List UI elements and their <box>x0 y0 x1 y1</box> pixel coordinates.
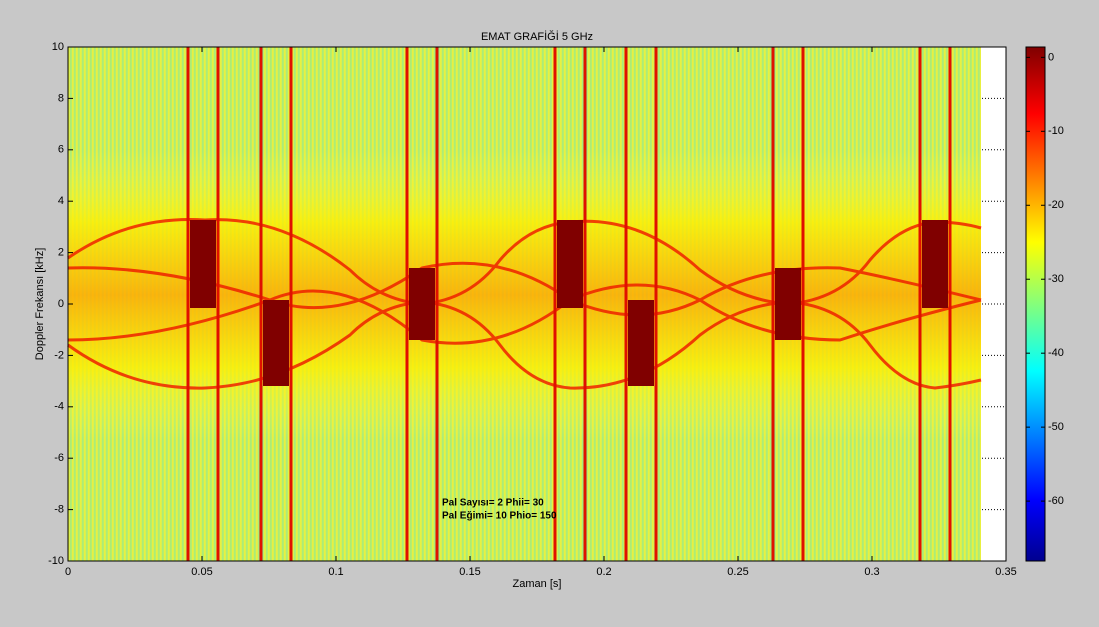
spectrogram-image <box>67 47 982 561</box>
x-tick-label: 0.1 <box>328 566 343 578</box>
y-tick-label: 4 <box>58 195 64 207</box>
colorbar-tick-label: -20 <box>1048 199 1064 211</box>
y-tick-label: 10 <box>52 41 64 53</box>
y-tick-label: -10 <box>48 555 64 567</box>
x-tick-label: 0.2 <box>596 566 611 578</box>
annotation: Pal Eğimi= 10 Phio= 150 <box>442 511 557 522</box>
y-tick-label: -6 <box>54 452 64 464</box>
chart-title: EMAT GRAFİĞİ 5 GHz <box>481 30 593 43</box>
x-tick-label: 0.25 <box>727 566 748 578</box>
colorbar-tick-label: -40 <box>1048 347 1064 359</box>
x-tick-label: 0.3 <box>864 566 879 578</box>
x-tick-label: 0.15 <box>459 566 480 578</box>
colorbar-tick-label: -10 <box>1048 125 1064 137</box>
colorbar <box>1025 46 1046 562</box>
y-tick-label: 8 <box>58 92 64 104</box>
colorbar-tick-label: -30 <box>1048 273 1064 285</box>
y-tick-label: -8 <box>54 504 64 516</box>
y-tick-label: 6 <box>58 144 64 156</box>
colorbar-tick-label: 0 <box>1048 51 1054 63</box>
annotation: Pal Sayısı= 2 Phii= 30 <box>442 498 544 509</box>
y-tick-label: 0 <box>58 298 64 310</box>
x-tick-label: 0.35 <box>995 566 1016 578</box>
x-axis-label: Zaman [s] <box>513 578 562 590</box>
x-tick-label: 0.05 <box>191 566 212 578</box>
colorbar-tick-label: -60 <box>1048 495 1064 507</box>
y-axis-label: Doppler Frekansı [kHz] <box>34 248 46 360</box>
x-tick-label: 0 <box>65 566 71 578</box>
y-tick-label: -2 <box>54 349 64 361</box>
y-tick-label: 2 <box>58 247 64 259</box>
colorbar-tick-label: -50 <box>1048 421 1064 433</box>
y-tick-label: -4 <box>54 401 64 413</box>
